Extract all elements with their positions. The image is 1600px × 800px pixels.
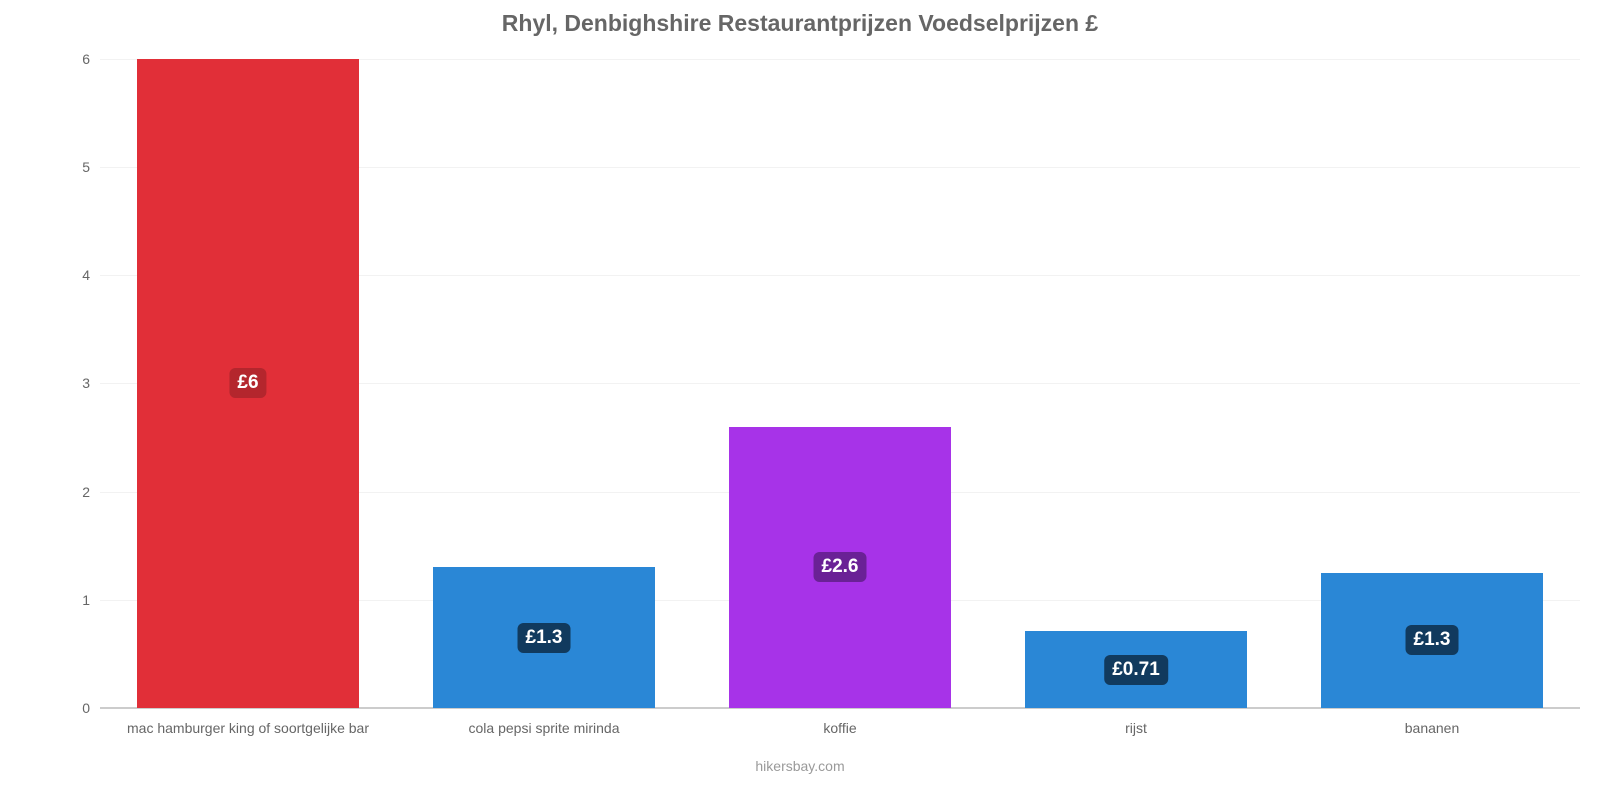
bar-value-badge: £1.3 [518, 623, 571, 653]
x-tick-label: mac hamburger king of soortgelijke bar [127, 720, 369, 736]
plot-area: 0123456£6mac hamburger king of soortgeli… [100, 48, 1580, 708]
y-tick-label: 0 [82, 700, 90, 716]
bar-value-badge: £1.3 [1406, 625, 1459, 655]
chart-container: Rhyl, Denbighshire Restaurantprijzen Voe… [0, 0, 1600, 800]
bar-value-badge: £2.6 [814, 552, 867, 582]
x-tick-label: cola pepsi sprite mirinda [469, 720, 620, 736]
y-tick-label: 3 [82, 375, 90, 391]
x-tick-label: rijst [1125, 720, 1147, 736]
y-tick-label: 2 [82, 484, 90, 500]
y-tick-label: 6 [82, 51, 90, 67]
bar-value-badge: £6 [229, 368, 266, 398]
y-tick-label: 4 [82, 267, 90, 283]
bar-value-badge: £0.71 [1104, 655, 1168, 685]
y-tick-label: 5 [82, 159, 90, 175]
x-tick-label: bananen [1405, 720, 1460, 736]
y-tick-label: 1 [82, 592, 90, 608]
x-tick-label: koffie [823, 720, 856, 736]
chart-title: Rhyl, Denbighshire Restaurantprijzen Voe… [0, 10, 1600, 37]
chart-attribution: hikersbay.com [0, 758, 1600, 774]
